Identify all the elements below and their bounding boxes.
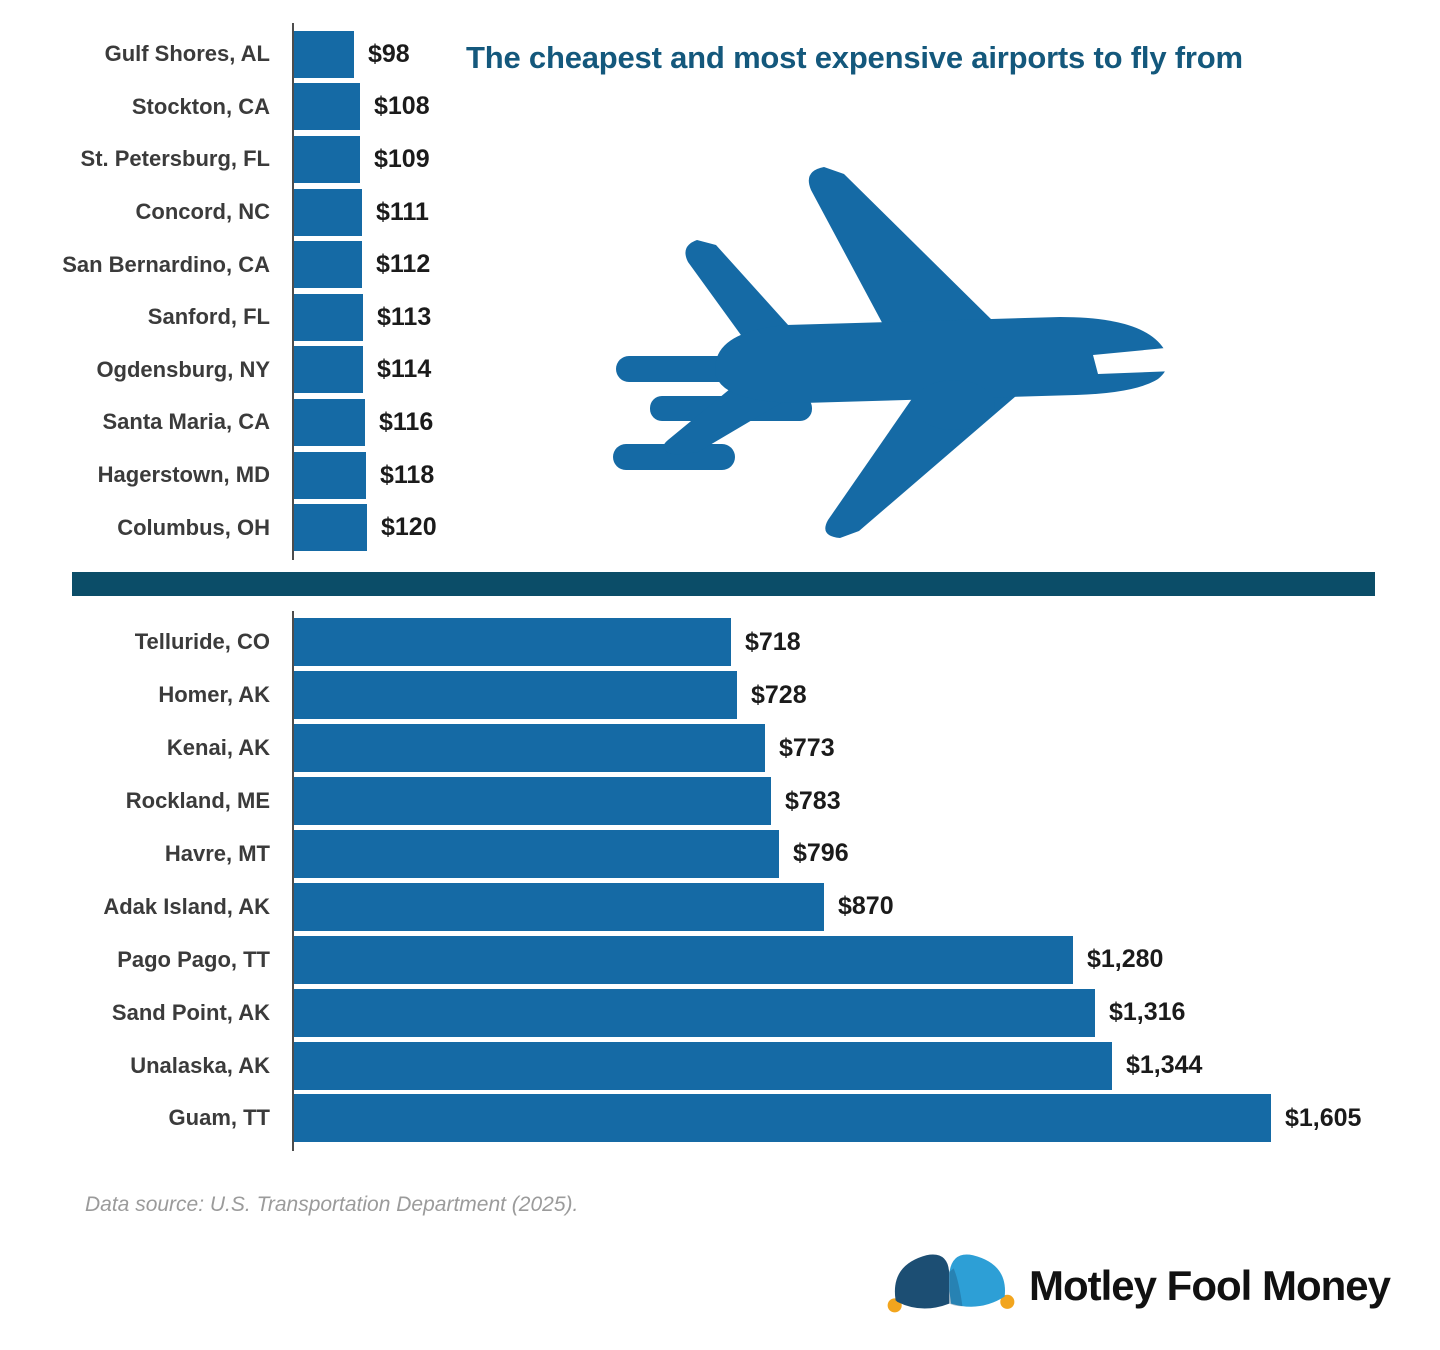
- bar-row: Pago Pago, TT $1,280: [0, 933, 1440, 986]
- bar-row: Gulf Shores, AL $98: [0, 28, 1440, 81]
- bar: [294, 135, 360, 183]
- bar-row: Kenai, AK $773: [0, 722, 1440, 775]
- jester-hat-icon: [887, 1254, 1015, 1313]
- data-source-note: Data source: U.S. Transportation Departm…: [85, 1192, 579, 1216]
- bar-value: $112: [376, 250, 431, 279]
- bar-value: $796: [793, 839, 849, 868]
- bar-label: Hagerstown, MD: [97, 462, 270, 488]
- bar-value: $120: [381, 513, 437, 542]
- bar-row: Hagerstown, MD $118: [0, 449, 1440, 502]
- bar-label: Stockton, CA: [131, 93, 270, 119]
- bar-label: Adak Island, AK: [103, 893, 270, 919]
- bar-row: Unalaska, AK $1,344: [0, 1039, 1440, 1092]
- section-divider: [72, 571, 1375, 596]
- bar: [294, 293, 363, 341]
- bar-value: $1,280: [1087, 945, 1164, 974]
- bar-value: $114: [377, 355, 432, 384]
- bar-label: Kenai, AK: [166, 735, 270, 761]
- bar-label: Concord, NC: [135, 199, 270, 225]
- bar-value: $1,316: [1109, 998, 1186, 1027]
- bar-value: $718: [745, 627, 801, 656]
- bar-label: Homer, AK: [158, 682, 270, 708]
- bar-value: $773: [779, 733, 835, 762]
- bar-value: $870: [838, 892, 894, 921]
- bar-row: Concord, NC $111: [0, 186, 1440, 239]
- airplane-icon: [613, 167, 1176, 538]
- bar-label: Columbus, OH: [117, 514, 270, 540]
- bar-value: $728: [751, 680, 807, 709]
- bar: [294, 882, 824, 931]
- bar: [294, 618, 731, 667]
- bar-row: Adak Island, AK $870: [0, 880, 1440, 933]
- bar-label: Unalaska, AK: [130, 1052, 270, 1078]
- bar-row: Stockton, CA $108: [0, 81, 1440, 134]
- bar: [294, 671, 737, 720]
- axis-line: [292, 610, 294, 1151]
- bar-row: Telluride, CO $718: [0, 616, 1440, 669]
- bar-label: Guam, TT: [168, 1105, 270, 1131]
- page-title: The cheapest and most expensive airports…: [466, 40, 1243, 75]
- bar-value: $116: [379, 407, 434, 436]
- bar-label: Telluride, CO: [134, 629, 270, 655]
- bar-row: Guam, TT $1,605: [0, 1092, 1440, 1145]
- bar-value: $109: [374, 144, 430, 173]
- bar-row: Sanford, FL $113: [0, 291, 1440, 344]
- bar-label: Gulf Shores, AL: [104, 41, 270, 67]
- bar-label: Havre, MT: [164, 840, 270, 866]
- bar: [294, 504, 367, 552]
- bar: [294, 188, 362, 236]
- expensive-airports-chart: Telluride, CO $718 Homer, AK $728 Kenai, AK $…: [0, 610, 1440, 1151]
- bar: [294, 724, 765, 773]
- bar-value: $98: [368, 39, 410, 68]
- bar: [294, 777, 771, 826]
- bar-label: San Bernardino, CA: [62, 251, 270, 277]
- bar: [294, 935, 1073, 984]
- bar-value: $1,605: [1285, 1103, 1362, 1132]
- bar-row: St. Petersburg, FL $109: [0, 133, 1440, 186]
- bar-label: Rockland, ME: [125, 788, 270, 814]
- bar-row: Santa Maria, CA $116: [0, 396, 1440, 449]
- bar: [294, 241, 362, 289]
- bar-row: Ogdensburg, NY $114: [0, 344, 1440, 397]
- bar-label: St. Petersburg, FL: [80, 146, 270, 172]
- bar-label: Sand Point, AK: [111, 999, 270, 1025]
- bar: [294, 346, 363, 394]
- bar: [294, 83, 360, 131]
- bar-row: Sand Point, AK $1,316: [0, 986, 1440, 1039]
- bar-row: Homer, AK $728: [0, 669, 1440, 722]
- bar-value: $113: [377, 302, 432, 331]
- bar-label: Ogdensburg, NY: [96, 356, 270, 382]
- bar-label: Santa Maria, CA: [102, 409, 271, 435]
- bar-row: San Bernardino, CA $112: [0, 238, 1440, 291]
- bar: [294, 398, 365, 446]
- bar-label: Sanford, FL: [147, 304, 270, 330]
- bar-value: $108: [374, 92, 430, 121]
- bar-row: Havre, MT $796: [0, 828, 1440, 881]
- bar-label: Pago Pago, TT: [117, 946, 270, 972]
- bar-row: Rockland, ME $783: [0, 775, 1440, 828]
- bar-value: $1,344: [1126, 1051, 1203, 1079]
- bar: [294, 1094, 1271, 1143]
- bar: [294, 1041, 1112, 1090]
- bar: [294, 451, 366, 499]
- bar-value: $118: [380, 460, 435, 489]
- cheapest-airports-chart: Gulf Shores, AL $98 Stockton, CA $108 St. Pe…: [0, 23, 1440, 560]
- axis-line: [292, 23, 294, 560]
- motley-fool-money-logo: Motley Fool Money: [885, 1243, 1391, 1329]
- bar-value: $783: [785, 786, 841, 815]
- logo-text: Motley Fool Money: [1029, 1262, 1391, 1309]
- bar: [294, 829, 779, 878]
- bar: [294, 988, 1095, 1037]
- bar-row: Columbus, OH $120: [0, 501, 1440, 554]
- bar-value: $111: [376, 197, 429, 226]
- bar: [294, 30, 354, 78]
